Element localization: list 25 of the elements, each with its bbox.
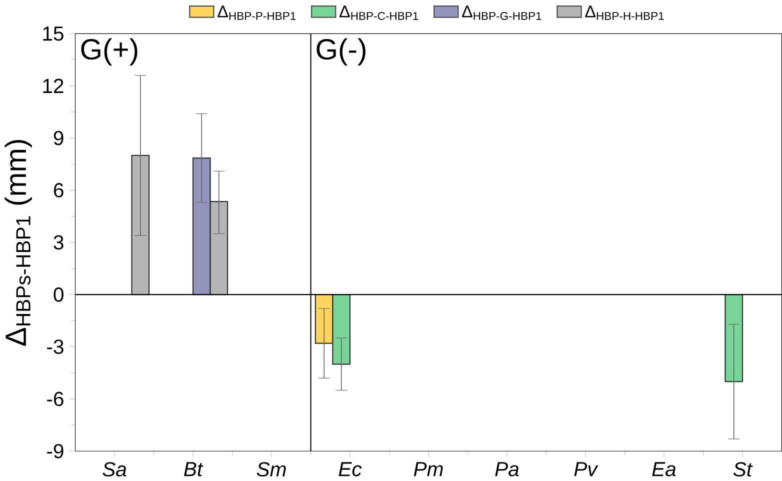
y-tick-label: -9 [47,444,64,458]
y-tick-label: 6 [54,182,64,198]
y-tick-label: 12 [43,78,64,93]
x-tick-label: Sm [256,462,286,476]
x-tick-label: Pm [414,462,443,476]
y-tick-label: 9 [54,130,64,146]
legend-label: Δ$_{HBP-H-HBP1}$ [585,6,664,20]
x-tick-label: Pa [495,462,519,476]
x-tick-label: Sa [102,462,126,476]
x-tick-label: Ec [338,462,362,476]
x-tick-label: St [733,462,753,476]
x-tick-label: Ea [652,462,676,476]
annotation: G(+) [81,38,138,66]
legend-label: Δ$_{HBP-C-HBP1}$ [340,6,418,20]
x-tick-label: Bt [184,462,204,476]
y-tick-label: 3 [54,235,64,250]
y-tick-label: 15 [43,26,64,41]
y-tick-label: -3 [47,339,64,354]
y-axis-title: Δ$_{HBPs-HBP1}$ (mm) [4,140,32,346]
annotation: G(-) [316,38,366,66]
y-tick-label: 0 [54,287,64,302]
x-tick-label: Pv [574,462,598,476]
legend-label: Δ$_{HBP-G-HBP1}$ [462,6,542,20]
y-tick-label: -6 [47,392,64,406]
legend-label: Δ$_{HBP-P-HBP1}$ [218,6,296,20]
